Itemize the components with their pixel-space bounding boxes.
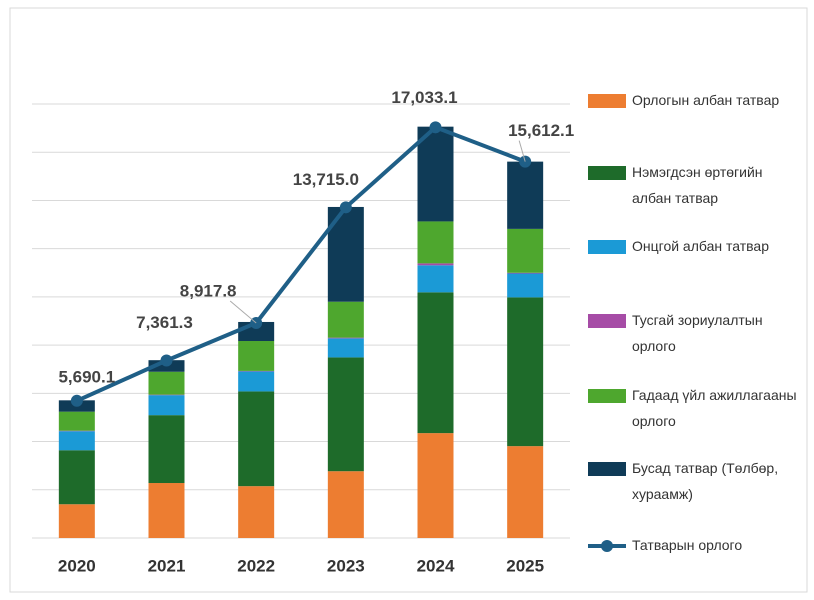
bar-segment — [417, 221, 454, 264]
line-point — [339, 201, 352, 214]
legend-item: Онцгой албан татвар — [588, 238, 802, 259]
legend-swatch — [588, 539, 626, 553]
legend-label: Тусгай зориулалтын орлого — [632, 312, 763, 354]
bar-segment — [417, 265, 454, 293]
bar-segment — [327, 337, 364, 339]
bar-segment — [148, 415, 185, 484]
x-tick-label: 2025 — [506, 556, 544, 575]
x-tick-label: 2022 — [237, 556, 275, 575]
bar-segment — [148, 395, 185, 416]
legend-swatch — [588, 240, 626, 254]
line — [76, 125, 526, 403]
leader-line — [229, 300, 257, 324]
legend-item: Бусад татвар (Төлбөр, хураамж) — [588, 460, 802, 507]
legend-label: Орлогын албан татвар — [632, 92, 780, 108]
x-tick-label: 2024 — [417, 556, 455, 575]
bar-segment — [238, 486, 275, 538]
x-tick-label: 2021 — [148, 556, 186, 575]
legend-label: Бусад татвар (Төлбөр, хураамж) — [632, 460, 779, 502]
x-tick-label: 2023 — [327, 556, 365, 575]
legend-swatch — [588, 94, 626, 108]
bar-segment — [327, 338, 364, 358]
bar-segment — [238, 391, 275, 487]
bar-segment — [238, 341, 275, 371]
bar-segment — [507, 446, 544, 538]
bar-segment — [417, 292, 454, 434]
bar-segment — [58, 450, 95, 505]
bar-segment — [148, 371, 185, 395]
data-label: 17,033.1 — [391, 88, 457, 107]
legend-swatch — [588, 389, 626, 403]
bar-segment — [507, 228, 544, 273]
legend-label: Онцгой албан татвар — [632, 238, 769, 254]
bar-segment — [148, 483, 185, 538]
legend-item: Нэмэгдсэн өртөгийн албан татвар — [588, 164, 802, 211]
line-point — [160, 354, 173, 367]
bar-segment — [58, 504, 95, 538]
data-label: 5,690.1 — [58, 367, 115, 386]
legend-item: Татварын орлого — [588, 537, 802, 558]
legend-item: Орлогын албан татвар — [588, 92, 802, 113]
bar-segment — [417, 126, 454, 222]
legend-label: Гадаад үйл ажиллагааны орлого — [632, 387, 797, 429]
bar-segment — [327, 357, 364, 472]
data-label: 15,612.1 — [508, 121, 574, 140]
bar-segment — [327, 471, 364, 538]
x-tick-label: 2020 — [58, 556, 96, 575]
frame — [9, 7, 808, 593]
bar-segment — [417, 433, 454, 538]
legend-swatch — [588, 166, 626, 180]
bar-segment — [58, 411, 95, 431]
data-label: 8,917.8 — [180, 281, 237, 300]
bar-segment — [507, 273, 544, 298]
legend-label: Татварын орлого — [632, 537, 743, 553]
data-label: 13,715.0 — [293, 170, 359, 189]
bar-segment — [238, 371, 275, 392]
line-point — [429, 121, 442, 134]
legend-item: Тусгай зориулалтын орлого — [588, 312, 802, 359]
bar-segment — [417, 263, 454, 266]
bar-segment — [507, 297, 544, 447]
bar-segment — [327, 301, 364, 338]
legend-label: Нэмэгдсэн өртөгийн албан татвар — [632, 164, 763, 206]
line-point — [70, 394, 83, 407]
leader-line — [518, 140, 526, 162]
bar-segment — [507, 272, 544, 274]
legend-item: Гадаад үйл ажиллагааны орлого — [588, 387, 802, 434]
bar-segment — [507, 161, 544, 229]
bar-segment — [58, 431, 95, 451]
legend-swatch — [588, 314, 626, 328]
legend-swatch — [588, 462, 626, 476]
data-label: 7,361.3 — [136, 313, 193, 332]
